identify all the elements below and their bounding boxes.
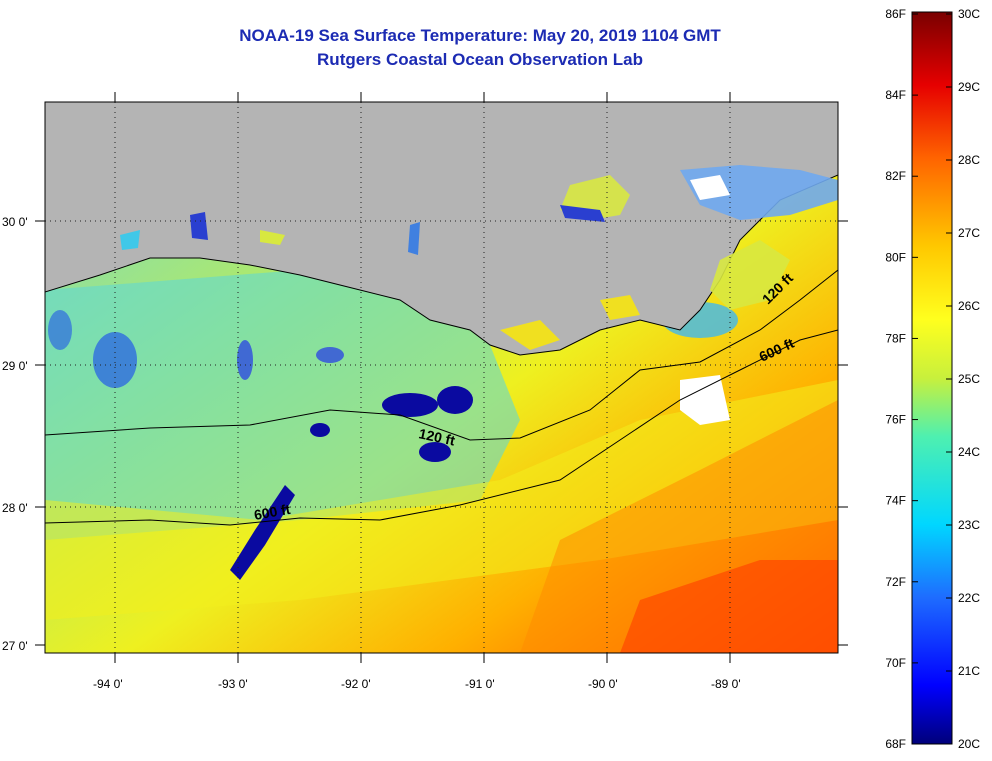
colorbar-c-label: 26C	[958, 299, 980, 313]
colorbar-c-label: 30C	[958, 7, 980, 21]
colorbar-f-label: 76F	[885, 413, 906, 427]
lon-label: -89 0'	[711, 677, 741, 691]
lat-label: 27 0'	[2, 639, 28, 653]
map-subtitle: Rutgers Coastal Ocean Observation Lab	[317, 50, 643, 69]
colorbar	[911, 11, 953, 745]
colorbar-c-label: 24C	[958, 445, 980, 459]
colorbar-c-label: 28C	[958, 153, 980, 167]
axis-ticks	[35, 92, 848, 663]
colorbar-f-labels: 86F 84F 82F 80F 78F 76F 74F 72F 70F 68F	[885, 7, 906, 751]
colorbar-c-label: 23C	[958, 518, 980, 532]
colorbar-f-label: 78F	[885, 331, 906, 345]
contour-label: 600 ft	[253, 501, 292, 523]
land-mass	[45, 102, 838, 356]
colorbar-c-label: 25C	[958, 372, 980, 386]
lon-label: -94 0'	[93, 677, 123, 691]
map-frame	[44, 101, 839, 654]
graticule	[45, 102, 838, 653]
colorbar-c-label: 29C	[958, 80, 980, 94]
colorbar-c-labels: 30C 29C 28C 27C 26C 25C 24C 23C 22C 21C 20C	[958, 7, 980, 751]
lon-label: -90 0'	[588, 677, 618, 691]
lat-label: 29 0'	[2, 359, 28, 373]
contour-label: 120 ft	[417, 425, 456, 448]
colorbar-c-label: 20C	[958, 737, 980, 751]
colorbar-c-label: 21C	[958, 664, 980, 678]
colorbar-f-label: 74F	[885, 494, 906, 508]
colorbar-ticks	[912, 13, 952, 745]
lon-label: -91 0'	[465, 677, 495, 691]
colorbar-f-label: 84F	[885, 88, 906, 102]
colorbar-c-label: 27C	[958, 226, 980, 240]
contour-120ft	[45, 269, 838, 441]
colorbar-f-label: 72F	[885, 575, 906, 589]
contour-600ft	[45, 329, 838, 526]
map-title: NOAA-19 Sea Surface Temperature: May 20,…	[239, 26, 721, 45]
colorbar-f-label: 80F	[885, 250, 906, 264]
colorbar-f-label: 82F	[885, 169, 906, 183]
lon-label: -93 0'	[218, 677, 248, 691]
lon-label: -92 0'	[341, 677, 371, 691]
colorbar-f-label: 86F	[885, 7, 906, 21]
sst-field	[45, 102, 838, 653]
colorbar-f-label: 70F	[885, 656, 906, 670]
lat-label: 28 0'	[2, 501, 28, 515]
lat-label: 30 0'	[2, 215, 28, 229]
colorbar-c-label: 22C	[958, 591, 980, 605]
colorbar-f-label: 68F	[885, 737, 906, 751]
